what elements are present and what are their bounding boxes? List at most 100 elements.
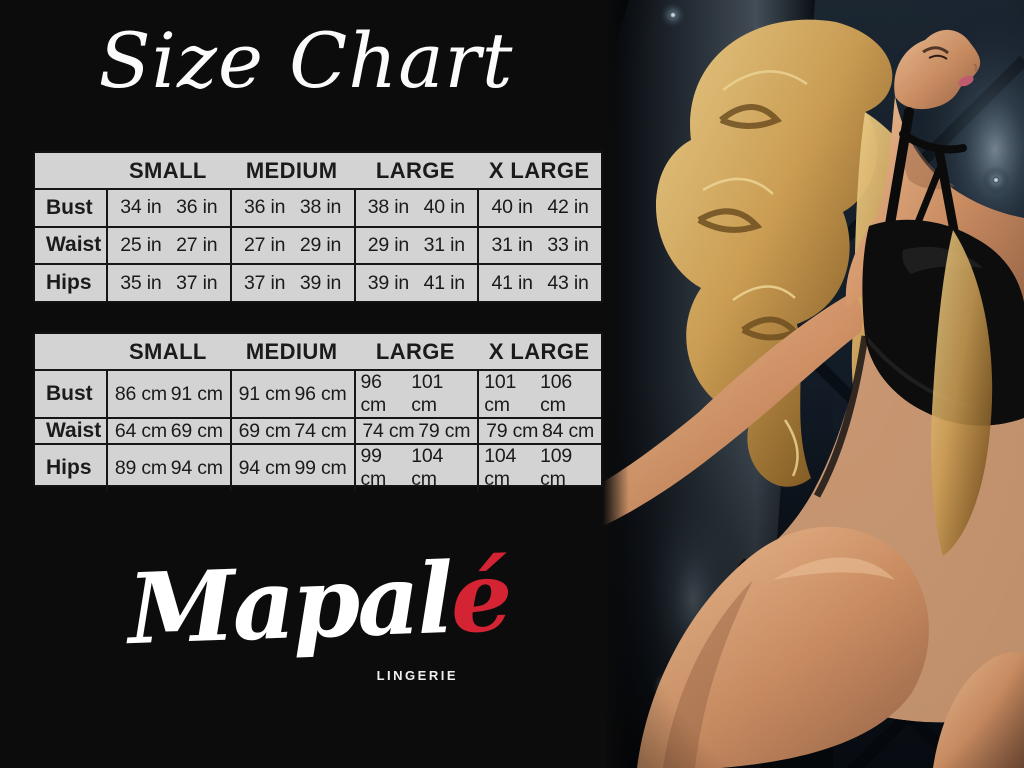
size-value: 94 cm xyxy=(170,456,223,479)
size-value: 38 in xyxy=(367,196,410,219)
size-range-cell: 34 in 36 in xyxy=(106,188,230,226)
size-value: 37 in xyxy=(176,271,218,294)
size-column-header: X LARGE xyxy=(488,338,590,364)
size-value: 94 cm xyxy=(238,456,291,479)
size-column-header: X LARGE xyxy=(488,157,590,183)
size-range-cell: 38 in 40 in xyxy=(353,188,478,226)
size-range-cell: 89 cm 94 cm xyxy=(106,443,230,491)
size-table-inches: SMALL MEDIUM LARGE X LARGE Bust 34 in 36 in 36 … xyxy=(33,151,603,303)
size-value: 43 in xyxy=(547,271,589,294)
brand-tagline: LINGERIE xyxy=(376,668,458,683)
size-column-header: LARGE xyxy=(375,157,455,183)
size-range-cell: 69 cm 74 cm xyxy=(229,417,354,443)
size-range-cell: 94 cm 99 cm xyxy=(229,443,354,491)
model-photo-illustration xyxy=(603,0,1024,768)
brand-logo: Mapalé xyxy=(126,539,511,667)
size-range-cell: 99 cm 104 cm xyxy=(353,443,478,491)
size-range-cell: 27 in 29 in xyxy=(229,225,354,264)
size-range-cell: 91 cm 96 cm xyxy=(229,369,354,417)
size-value: 29 in xyxy=(299,233,342,256)
size-value: 79 cm xyxy=(418,419,471,442)
size-range-cell: 39 in 41 in xyxy=(353,263,478,301)
size-range-cell: 35 in 37 in xyxy=(106,263,230,301)
size-value: 106 cm xyxy=(540,371,573,416)
size-value: 36 in xyxy=(176,196,218,219)
size-column-header: MEDIUM xyxy=(245,338,338,364)
size-value: 38 in xyxy=(299,196,342,219)
size-value: 74 cm xyxy=(362,419,415,442)
size-value: 101 cm xyxy=(484,371,517,416)
model-photo xyxy=(603,0,1024,768)
size-value: 74 cm xyxy=(294,419,347,442)
size-value: 27 in xyxy=(244,233,286,256)
size-value: 33 in xyxy=(547,233,589,256)
measure-label: Bust xyxy=(35,369,106,417)
size-range-cell: 86 cm 91 cm xyxy=(106,369,230,417)
size-value: 91 cm xyxy=(170,382,223,405)
size-value: 31 in xyxy=(491,233,533,256)
size-value: 104 cm xyxy=(411,445,444,490)
size-value: 69 cm xyxy=(238,419,291,442)
size-range-cell: 40 in 42 in xyxy=(477,188,601,226)
size-value: 99 cm xyxy=(360,445,387,490)
size-range-cell: 79 cm 84 cm xyxy=(477,417,601,443)
photo-vignette xyxy=(603,0,1024,768)
size-range-cell: 37 in 39 in xyxy=(229,263,354,301)
size-value: 99 cm xyxy=(294,456,347,479)
size-range-cell: 41 in 43 in xyxy=(477,263,601,301)
size-column-header: SMALL xyxy=(128,338,207,364)
size-table-centimeters: SMALL MEDIUM LARGE X LARGE Bust 86 cm 91 cm 91 … xyxy=(33,332,603,491)
size-value: 25 in xyxy=(120,233,162,256)
size-column-header: SMALL xyxy=(128,157,207,183)
size-value: 29 in xyxy=(367,233,410,256)
size-value: 40 in xyxy=(491,196,533,219)
photo-left-blend xyxy=(603,0,629,768)
size-value: 109 cm xyxy=(540,445,573,490)
table-corner-cell xyxy=(35,153,106,188)
size-range-cell: 36 in 38 in xyxy=(229,188,354,226)
size-value: 35 in xyxy=(120,271,162,294)
measure-label: Hips xyxy=(35,263,106,301)
size-range-cell: 29 in 31 in xyxy=(353,225,478,264)
brand-name-accent: é xyxy=(448,538,512,655)
size-value: 42 in xyxy=(547,196,589,219)
size-value: 31 in xyxy=(423,233,465,256)
size-range-cell: 96 cm 101 cm xyxy=(353,369,478,417)
size-range-cell: 74 cm 79 cm xyxy=(353,417,478,443)
size-value: 104 cm xyxy=(484,445,517,490)
size-value: 40 in xyxy=(423,196,465,219)
size-value: 69 cm xyxy=(170,419,223,442)
size-value: 96 cm xyxy=(360,371,387,416)
size-range-cell: 25 in 27 in xyxy=(106,225,230,264)
size-range-cell: 64 cm 69 cm xyxy=(106,417,230,443)
size-value: 41 in xyxy=(423,271,465,294)
size-value: 37 in xyxy=(244,271,286,294)
size-value: 86 cm xyxy=(114,382,167,405)
measure-label: Waist xyxy=(35,417,106,443)
size-value: 91 cm xyxy=(238,382,291,405)
size-value: 89 cm xyxy=(114,456,167,479)
size-column-header: LARGE xyxy=(375,338,455,364)
size-value: 64 cm xyxy=(114,419,167,442)
brand-name-main: Mapal xyxy=(126,540,453,667)
size-range-cell: 31 in 33 in xyxy=(477,225,601,264)
size-value: 96 cm xyxy=(294,382,347,405)
measure-label: Waist xyxy=(35,225,106,264)
size-value: 36 in xyxy=(244,196,286,219)
size-column-header: MEDIUM xyxy=(245,157,338,183)
size-range-cell: 104 cm 109 cm xyxy=(477,443,601,491)
size-value: 27 in xyxy=(176,233,218,256)
size-range-cell: 101 cm 106 cm xyxy=(477,369,601,417)
measure-label: Hips xyxy=(35,443,106,491)
size-value: 84 cm xyxy=(542,419,595,442)
page-title: Size Chart xyxy=(98,16,514,105)
size-value: 34 in xyxy=(120,196,162,219)
size-value: 101 cm xyxy=(411,371,444,416)
size-value: 39 in xyxy=(299,271,342,294)
table-corner-cell xyxy=(35,334,106,369)
size-value: 79 cm xyxy=(486,419,539,442)
measure-label: Bust xyxy=(35,188,106,226)
size-value: 39 in xyxy=(367,271,410,294)
size-value: 41 in xyxy=(491,271,533,294)
